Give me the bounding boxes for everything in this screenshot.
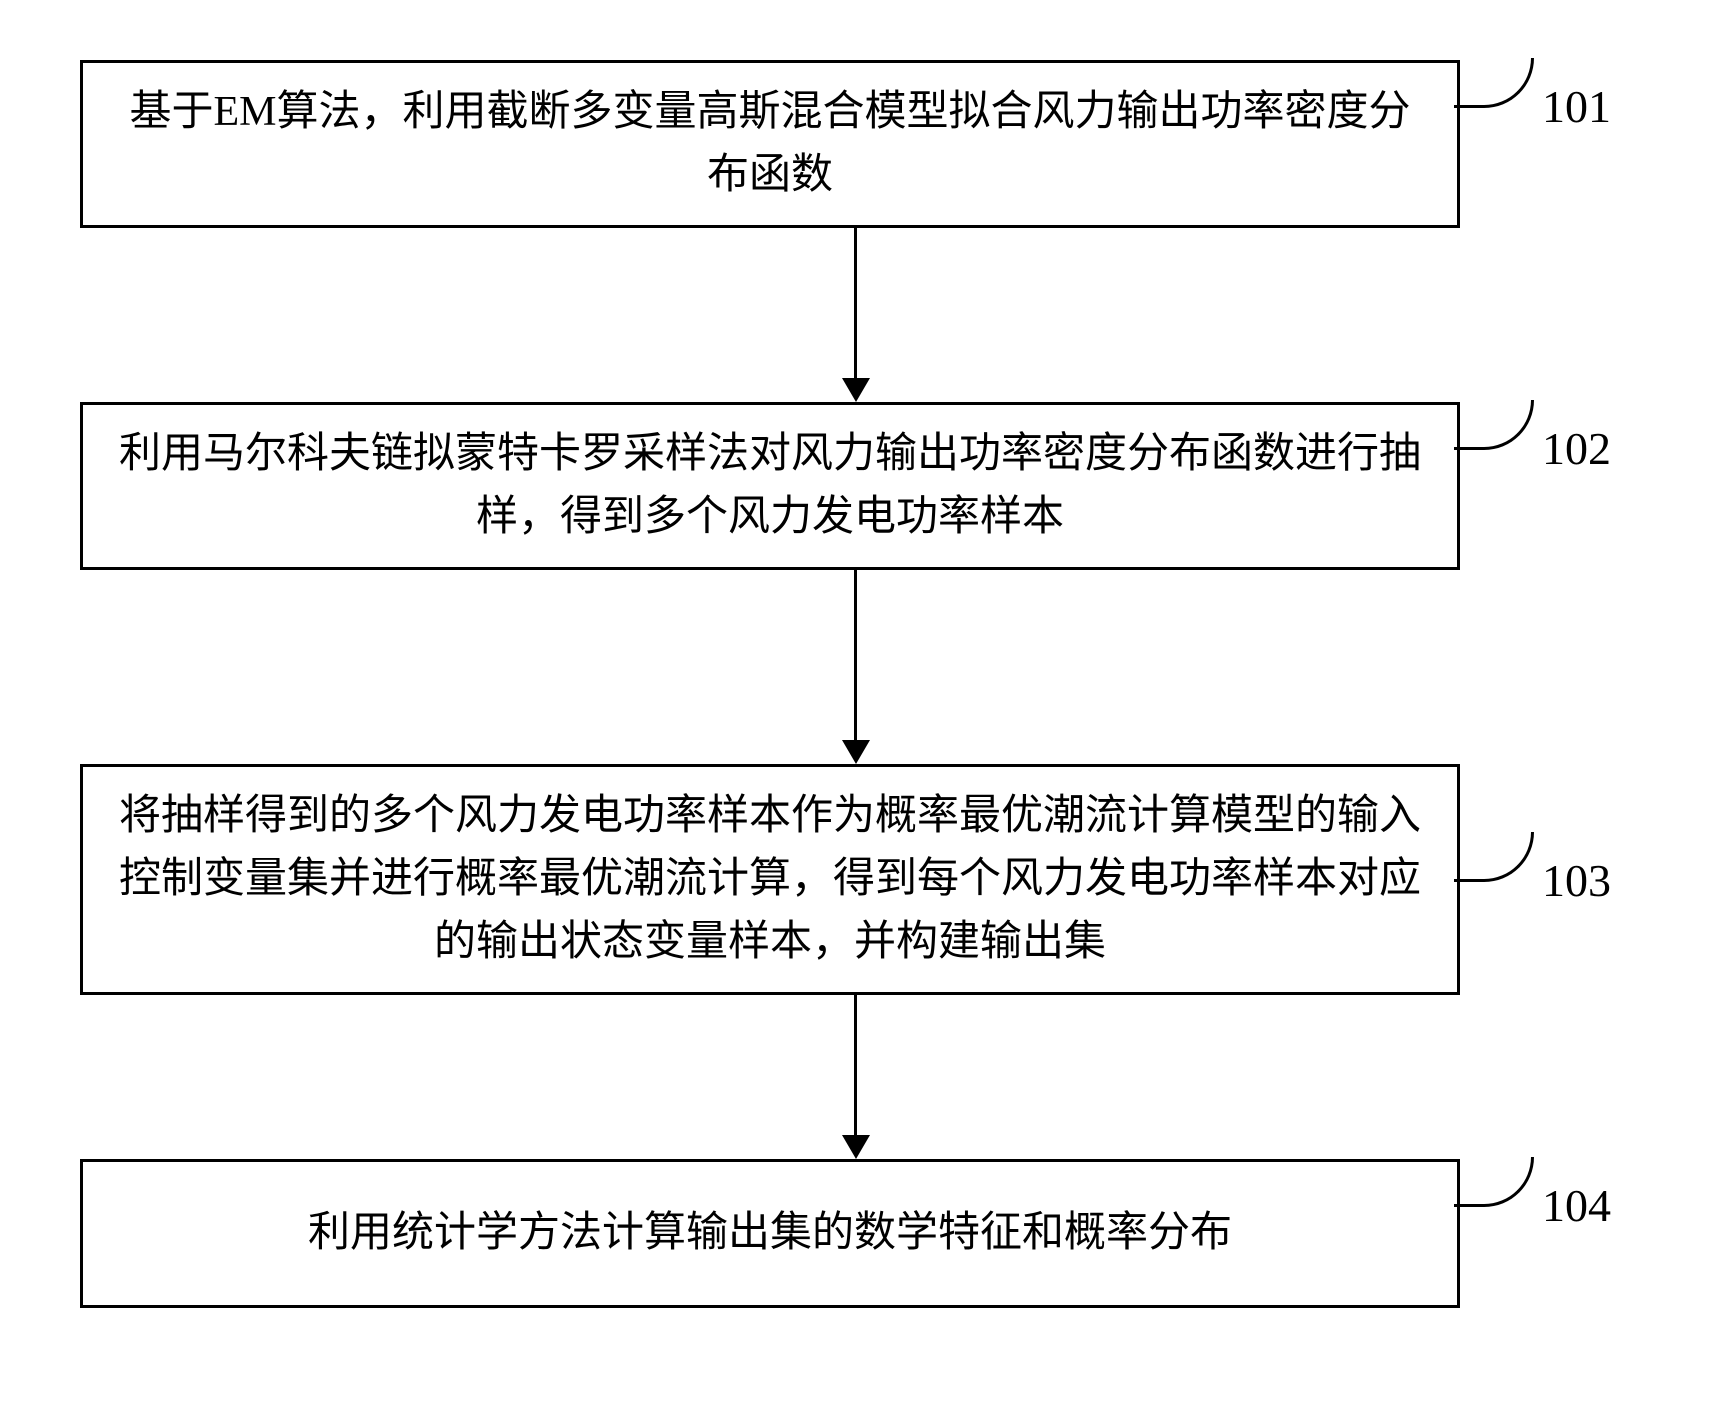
step-box-102: 利用马尔科夫链拟蒙特卡罗采样法对风力输出功率密度分布函数进行抽样，得到多个风力发… bbox=[80, 402, 1460, 570]
arrow-head-icon bbox=[842, 1135, 870, 1159]
label-connector-104: 104 bbox=[1454, 1179, 1611, 1232]
step-label-103: 103 bbox=[1542, 854, 1611, 907]
arrow-head-icon bbox=[842, 378, 870, 402]
step-row-103: 将抽样得到的多个风力发电功率样本作为概率最优潮流计算模型的输入控制变量集并进行概… bbox=[80, 764, 1631, 995]
step-box-104: 利用统计学方法计算输出集的数学特征和概率分布 bbox=[80, 1159, 1460, 1308]
arrow-101-102 bbox=[166, 228, 1546, 402]
arrow-line-icon bbox=[854, 570, 857, 740]
step-text-104: 利用统计学方法计算输出集的数学特征和概率分布 bbox=[308, 1210, 1232, 1256]
step-label-104: 104 bbox=[1542, 1179, 1611, 1232]
step-row-104: 利用统计学方法计算输出集的数学特征和概率分布 104 bbox=[80, 1159, 1631, 1308]
curve-icon bbox=[1454, 58, 1534, 108]
label-connector-102: 102 bbox=[1454, 422, 1611, 475]
step-row-102: 利用马尔科夫链拟蒙特卡罗采样法对风力输出功率密度分布函数进行抽样，得到多个风力发… bbox=[80, 402, 1631, 570]
step-text-103: 将抽样得到的多个风力发电功率样本作为概率最优潮流计算模型的输入控制变量集并进行概… bbox=[119, 793, 1421, 965]
step-row-101: 基于EM算法，利用截断多变量高斯混合模型拟合风力输出功率密度分布函数 101 bbox=[80, 60, 1631, 228]
step-box-103: 将抽样得到的多个风力发电功率样本作为概率最优潮流计算模型的输入控制变量集并进行概… bbox=[80, 764, 1460, 995]
label-connector-103: 103 bbox=[1454, 854, 1611, 907]
flowchart-container: 基于EM算法，利用截断多变量高斯混合模型拟合风力输出功率密度分布函数 101 利… bbox=[80, 60, 1631, 1308]
step-label-101: 101 bbox=[1542, 80, 1611, 133]
curve-icon bbox=[1454, 400, 1534, 450]
arrow-line-icon bbox=[854, 995, 857, 1135]
curve-icon bbox=[1454, 832, 1534, 882]
label-connector-101: 101 bbox=[1454, 80, 1611, 133]
arrow-102-103 bbox=[166, 570, 1546, 764]
step-text-102: 利用马尔科夫链拟蒙特卡罗采样法对风力输出功率密度分布函数进行抽样，得到多个风力发… bbox=[119, 431, 1421, 540]
arrow-head-icon bbox=[842, 740, 870, 764]
curve-icon bbox=[1454, 1157, 1534, 1207]
step-label-102: 102 bbox=[1542, 422, 1611, 475]
step-box-101: 基于EM算法，利用截断多变量高斯混合模型拟合风力输出功率密度分布函数 bbox=[80, 60, 1460, 228]
arrow-line-icon bbox=[854, 228, 857, 378]
step-text-101: 基于EM算法，利用截断多变量高斯混合模型拟合风力输出功率密度分布函数 bbox=[129, 89, 1410, 198]
arrow-103-104 bbox=[166, 995, 1546, 1159]
